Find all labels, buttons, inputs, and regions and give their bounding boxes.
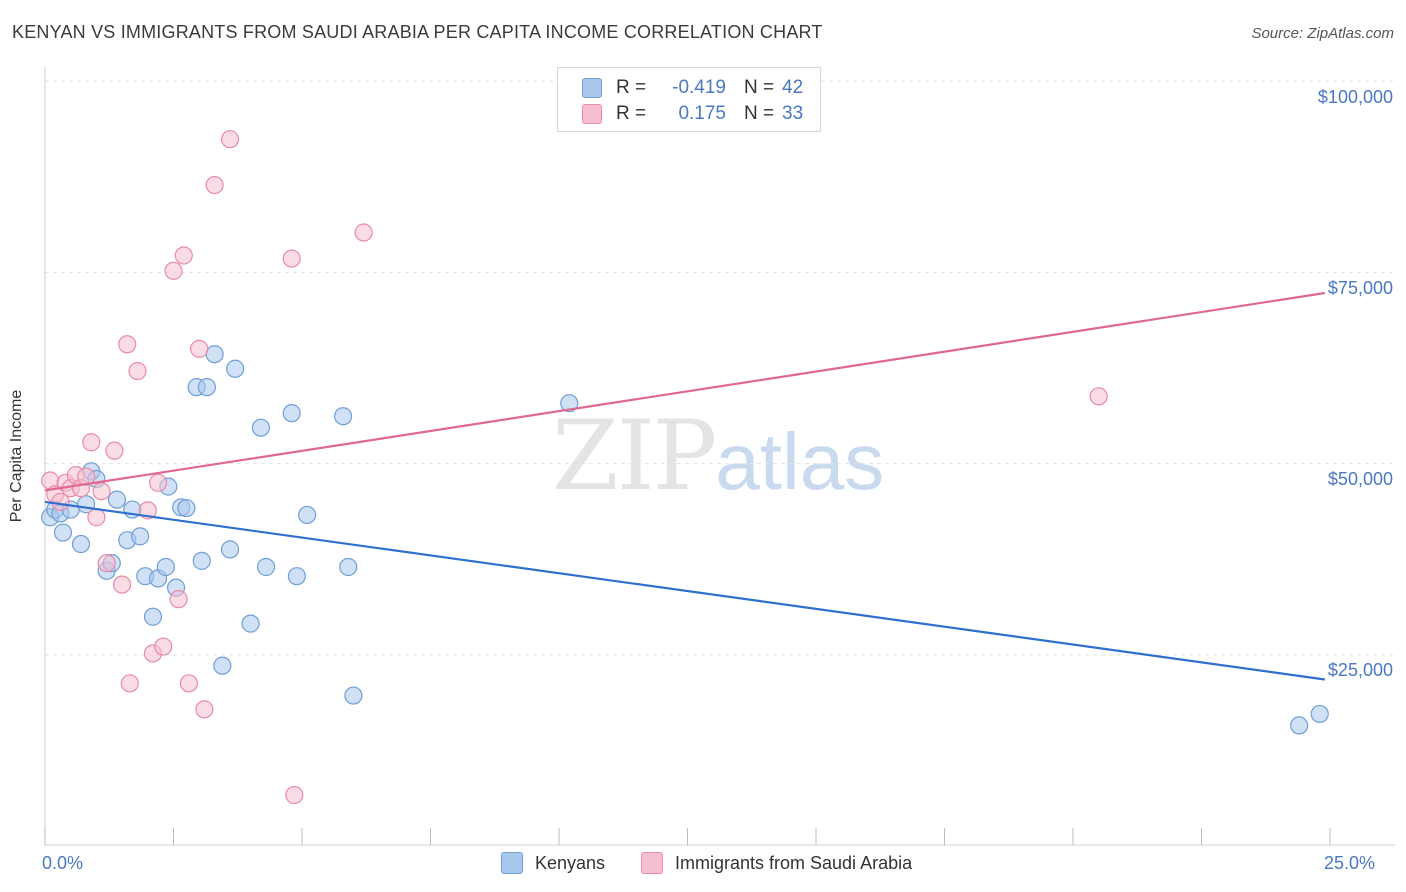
n-value: 42 [782, 77, 804, 98]
x-tick-label-max: 25.0% [1324, 853, 1376, 873]
saudi-swatch [582, 104, 602, 124]
saudi-point [118, 335, 137, 354]
y-tick-label-75k: $75,000 [1327, 278, 1393, 298]
saudi-point [282, 249, 301, 268]
saudi-point [92, 482, 111, 501]
kenyans-point [220, 540, 240, 559]
r-value: 0.175 [678, 103, 726, 124]
stats-legend-row-kenyans: R = -0.419 N = 42 [582, 77, 803, 99]
y-tick-label-25k: $25,000 [1327, 660, 1393, 680]
chart-title: KENYAN VS IMMIGRANTS FROM SAUDI ARABIA P… [12, 22, 823, 42]
saudi-point [174, 246, 193, 265]
source-label: Source: ZipAtlas.com [1251, 25, 1394, 42]
legend-label: Immigrants from Saudi Arabia [675, 852, 913, 873]
saudi-trend-line [44, 291, 1326, 492]
stats-legend-row-saudi: R = 0.175 N = 33 [582, 103, 803, 125]
y-tick-label-50k: $50,000 [1327, 469, 1393, 489]
watermark-atlas: atlas [715, 417, 885, 506]
n-value: 33 [782, 103, 804, 124]
kenyans-point [205, 345, 224, 364]
x-tick-label-min: 0.0% [42, 853, 84, 873]
saudi-point [120, 674, 139, 693]
n-label: N = [744, 103, 775, 124]
r-value: -0.419 [672, 77, 726, 98]
kenyans-point [71, 534, 91, 554]
kenyans-point [226, 359, 245, 378]
kenyans-point [1290, 716, 1309, 735]
saudi-point [179, 674, 199, 693]
kenyans-point [107, 490, 127, 509]
kenyans-point [339, 557, 358, 577]
legend-label: Kenyans [535, 852, 606, 873]
kenyans-point [241, 614, 260, 633]
kenyans-point [287, 567, 306, 586]
kenyans-point [213, 656, 232, 675]
saudi-point [82, 433, 101, 452]
kenyans-point [130, 527, 150, 546]
legend-item-kenyans[interactable]: Kenyans [501, 852, 605, 874]
saudi-point [195, 700, 214, 719]
y-axis-label: Per Capita Income [8, 389, 25, 523]
saudi-point [205, 175, 224, 195]
saudi-point [154, 637, 173, 656]
saudi-legend-swatch [641, 852, 663, 874]
saudi-point [190, 339, 209, 358]
legend-item-saudi[interactable]: Immigrants from Saudi Arabia [641, 852, 912, 874]
kenyans-point [177, 498, 196, 518]
r-label: R = [616, 77, 647, 98]
kenyans-point [251, 418, 270, 437]
saudi-point [128, 361, 147, 381]
kenyans-point [282, 404, 301, 423]
watermark: ZIPatlas [552, 400, 884, 512]
y-tick-label-100k: $100,000 [1317, 87, 1393, 107]
kenyans-point [256, 557, 276, 577]
saudi-point [169, 590, 188, 609]
saudi-point [97, 554, 116, 573]
saudi-point [1089, 387, 1108, 406]
saudi-point [354, 223, 373, 242]
saudi-point [220, 130, 240, 149]
kenyans-point [143, 607, 163, 626]
kenyans-point [53, 523, 73, 542]
kenyans-trend-line [44, 500, 1326, 681]
saudi-point [164, 261, 183, 280]
kenyans-point [560, 394, 579, 413]
kenyans-swatch [582, 78, 602, 98]
kenyans-point [197, 378, 217, 397]
kenyans-legend-swatch [501, 852, 523, 874]
kenyans-point [334, 407, 353, 426]
kenyans-point [192, 551, 211, 570]
saudi-point [105, 441, 124, 460]
watermark-zip: ZIP [552, 400, 717, 512]
saudi-point [112, 575, 132, 594]
r-label: R = [616, 103, 647, 124]
kenyans-point [344, 686, 363, 705]
kenyans-point [298, 505, 317, 525]
saudi-point [148, 473, 168, 492]
kenyans-point [1310, 704, 1329, 724]
kenyans-point [156, 557, 175, 577]
saudi-point [285, 785, 304, 805]
n-label: N = [744, 77, 775, 98]
stats-legend: R = -0.419 N = 42 R = 0.175 N = 33 [557, 67, 821, 132]
saudi-point [87, 508, 106, 527]
